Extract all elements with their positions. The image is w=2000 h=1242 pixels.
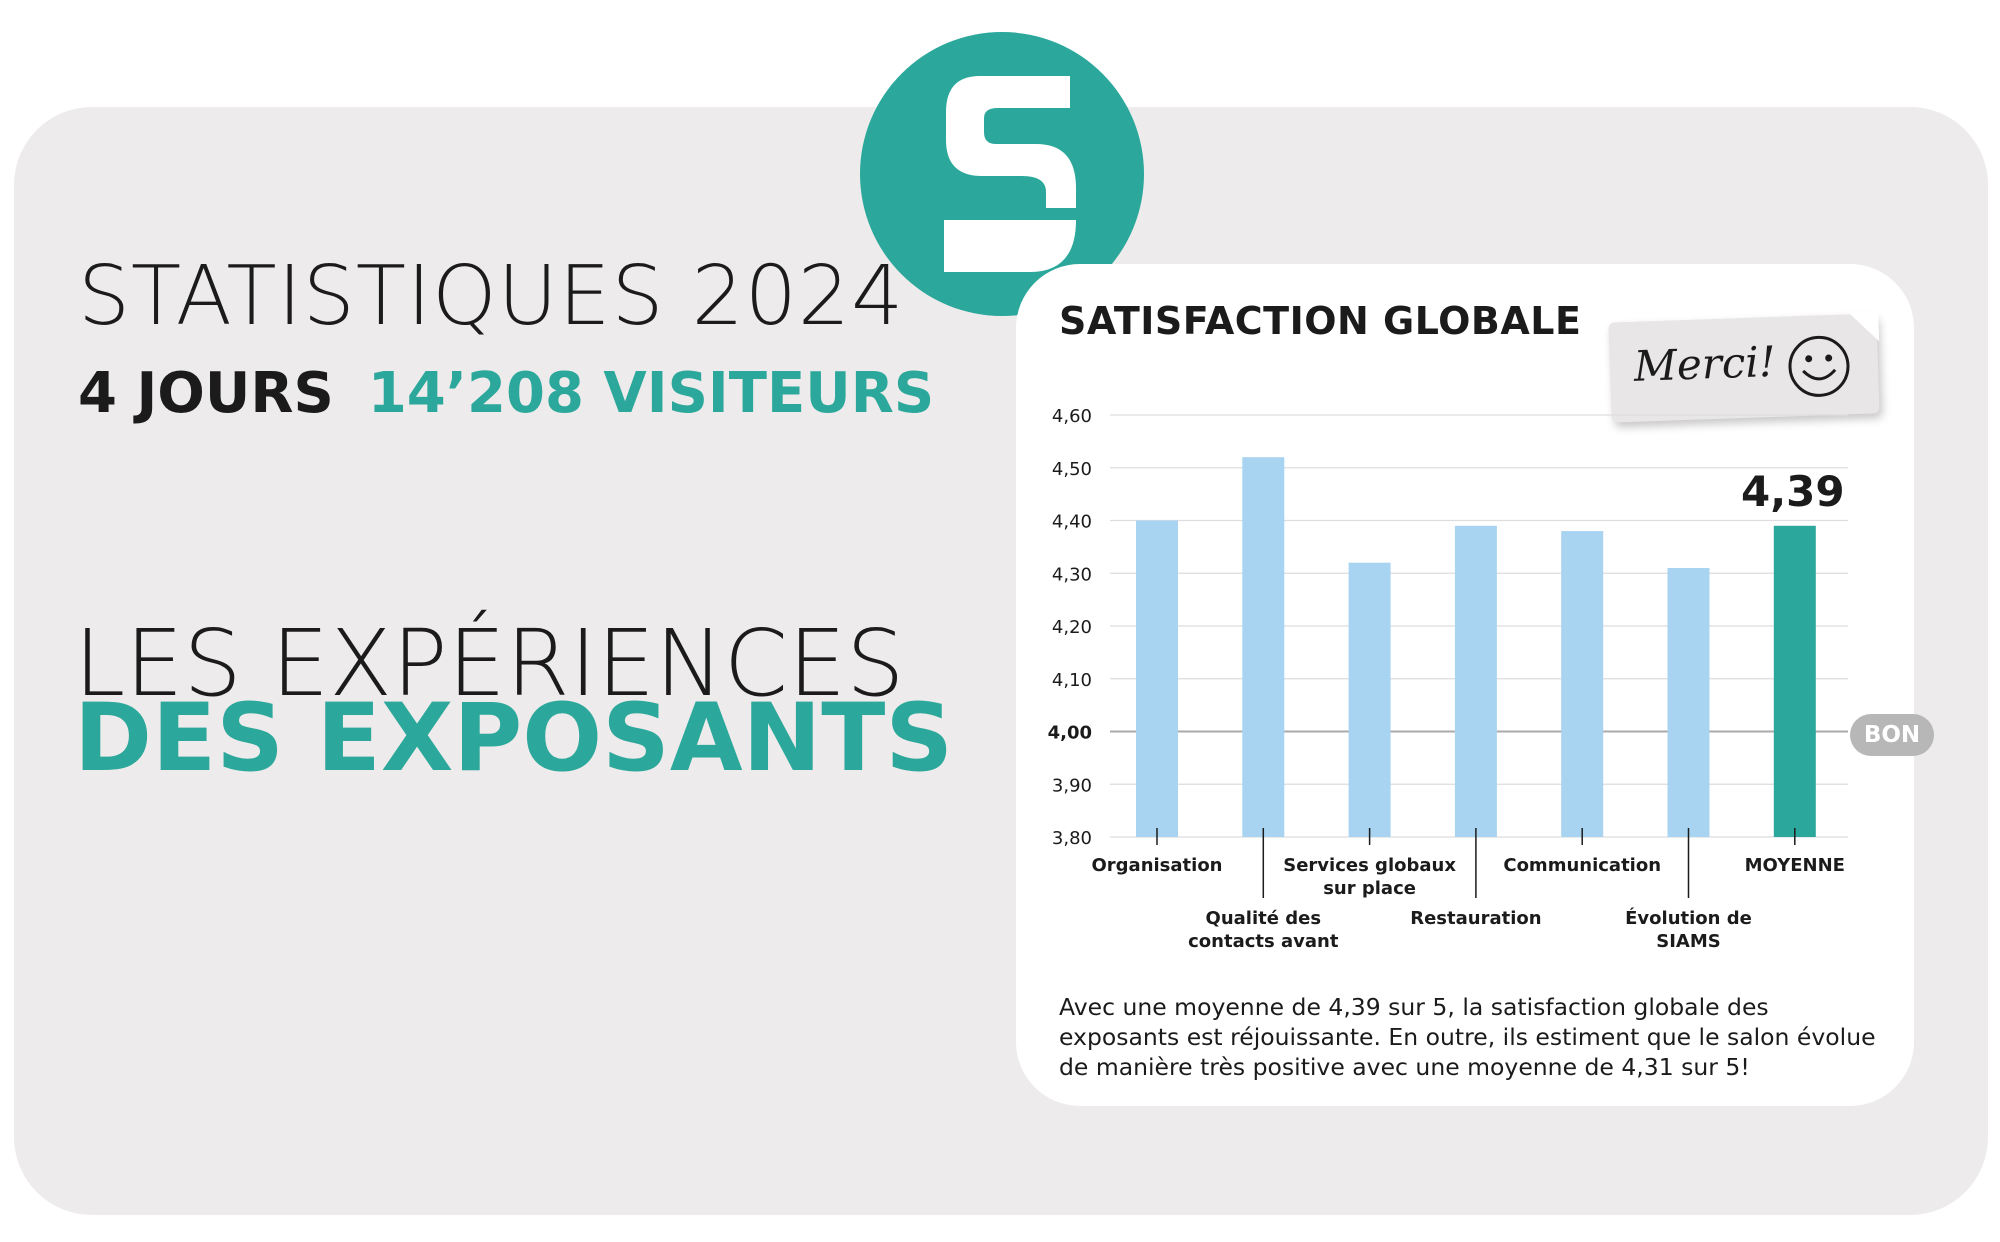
heading-line-1: LES EXPÉRIENCES [74,610,905,717]
category-label: Organisation [1091,855,1222,876]
y-tick-label: 4,20 [1052,617,1092,638]
stats-title: STATISTIQUES 2024 [78,249,905,344]
bar [1242,457,1285,837]
bar [1667,567,1710,837]
category-label: contacts avant [1188,931,1339,952]
y-tick-label: 3,80 [1052,828,1092,849]
category-label: MOYENNE [1745,855,1845,876]
chart-title: SATISFACTION GLOBALE [1059,299,1582,343]
category-label: Qualité des [1206,908,1322,929]
y-tick-label: 4,60 [1052,406,1092,427]
merci-sticker: Merci! [1608,311,1880,423]
y-tick-label: 3,90 [1052,775,1092,796]
category-label: sur place [1323,878,1416,899]
bar [1561,531,1604,837]
logo-s-glyph [944,76,1076,272]
category-label: SIAMS [1656,931,1720,952]
category-label: Restauration [1410,908,1541,929]
stats-visitors: 14’208 VISITEURS [367,361,935,426]
highlight-value-label: 4,39 [1741,467,1845,516]
y-tick-label: 4,00 [1048,723,1092,744]
y-tick-label: 4,40 [1052,512,1092,533]
y-tick-label: 4,10 [1052,670,1092,691]
y-tick-label: 4,50 [1052,459,1092,480]
bar [1348,562,1391,837]
bar-highlight [1773,525,1816,837]
reference-badge: BON [1850,714,1934,756]
bar [1454,525,1497,837]
category-label: Communication [1503,855,1661,876]
y-tick-label: 4,30 [1052,564,1092,585]
category-label: Évolution de [1625,907,1752,929]
heading-line-2: DES EXPOSANTS [74,684,954,793]
bar [1136,520,1178,837]
category-label: Services globaux [1283,855,1456,876]
stats-days: 4 JOURS [78,361,334,426]
stats-summary-line: 4 JOURS 14’208 VISITEURS [78,366,934,422]
smiley-icon [1788,335,1850,397]
summary-text: Avec une moyenne de 4,39 sur 5, la satis… [1059,993,1876,1081]
